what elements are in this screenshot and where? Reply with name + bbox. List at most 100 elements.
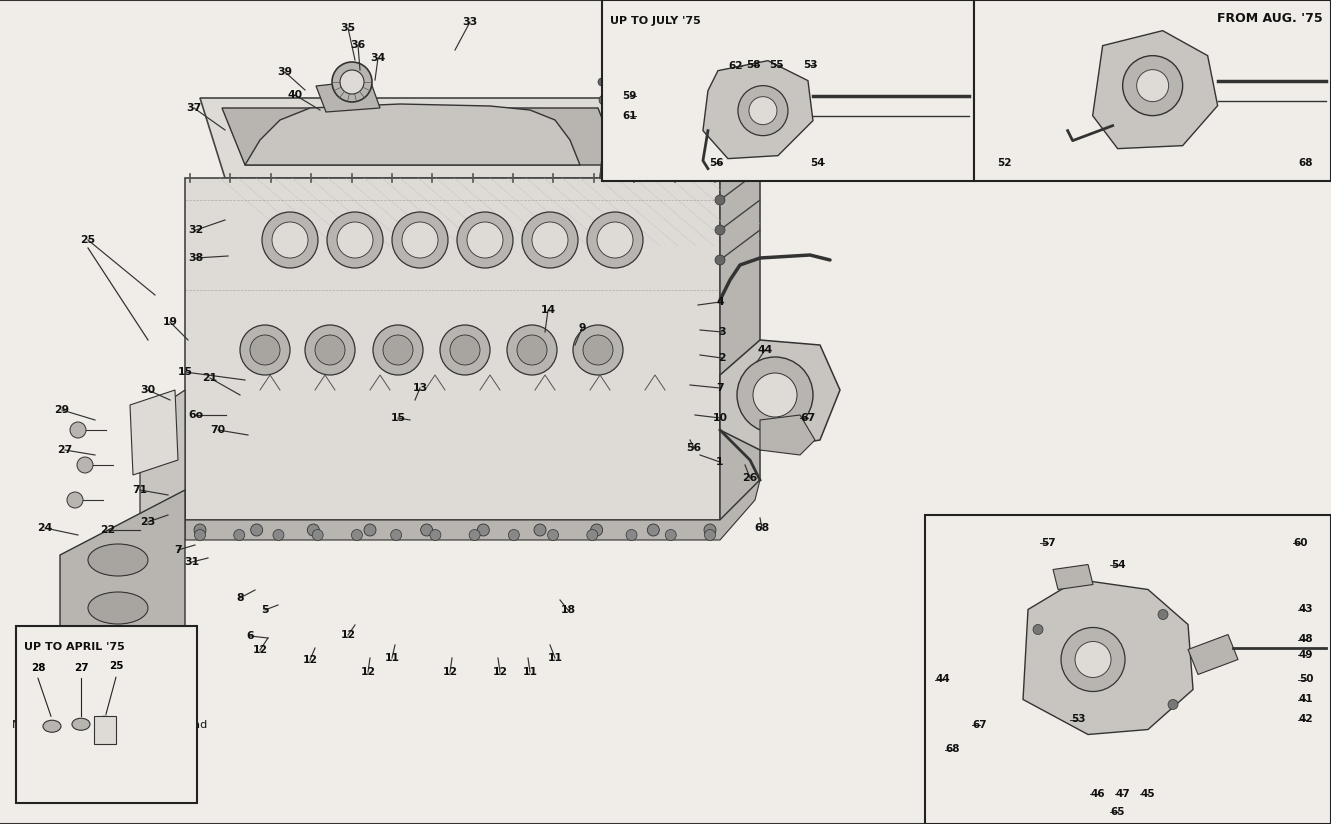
Circle shape [532,222,568,258]
Circle shape [753,373,797,417]
Text: 11: 11 [523,667,538,677]
Text: 30: 30 [141,385,156,395]
Circle shape [393,212,449,268]
Circle shape [273,530,284,541]
Text: 12: 12 [442,667,458,677]
Polygon shape [1024,579,1193,734]
Circle shape [457,212,512,268]
Text: 48: 48 [1299,634,1314,644]
Text: 10: 10 [712,413,728,423]
Circle shape [467,222,503,258]
Circle shape [628,78,636,86]
Ellipse shape [88,544,148,576]
Circle shape [624,95,634,105]
Circle shape [250,524,262,536]
Text: 50: 50 [1299,675,1314,685]
Polygon shape [720,140,760,520]
Text: 36: 36 [350,40,366,50]
Text: 49: 49 [1299,649,1314,659]
Circle shape [67,492,83,508]
Ellipse shape [83,681,148,719]
Text: 58: 58 [745,59,760,70]
Circle shape [363,524,375,536]
Text: 26: 26 [743,473,757,483]
Polygon shape [140,390,185,560]
Text: 7: 7 [716,383,724,393]
Polygon shape [130,390,178,475]
Circle shape [658,78,666,86]
Polygon shape [315,80,379,112]
Circle shape [469,530,480,541]
Circle shape [305,325,355,375]
Circle shape [598,222,634,258]
Ellipse shape [88,592,148,624]
Text: 19: 19 [162,317,177,327]
Circle shape [626,530,638,541]
Text: 67: 67 [973,719,988,729]
Bar [95,716,116,744]
Text: 53: 53 [1070,714,1085,724]
Text: Note: Key No. 1 Assy cylinder head: Note: Key No. 1 Assy cylinder head [12,720,208,730]
Circle shape [1075,642,1111,677]
Text: 57: 57 [1041,538,1055,548]
Circle shape [1169,700,1178,709]
Text: 55: 55 [769,59,783,70]
Text: 41: 41 [1299,695,1314,705]
Circle shape [715,225,725,235]
Text: 35: 35 [341,23,355,33]
Circle shape [351,530,362,541]
Circle shape [1122,56,1183,115]
Circle shape [315,335,345,365]
Circle shape [1061,628,1125,691]
Circle shape [327,212,383,268]
Text: 71: 71 [133,485,148,495]
Circle shape [715,195,725,205]
Polygon shape [51,650,185,750]
Polygon shape [185,178,720,520]
Circle shape [715,255,725,265]
Circle shape [194,524,206,536]
Text: 61: 61 [623,110,636,120]
Text: 24: 24 [37,523,53,533]
Circle shape [339,70,363,94]
Circle shape [373,325,423,375]
Text: 20: 20 [751,147,765,157]
Text: 65: 65 [1111,807,1125,817]
Text: 21: 21 [751,113,765,123]
Circle shape [534,524,546,536]
Text: 27: 27 [73,663,88,673]
Text: 52: 52 [997,158,1012,168]
Text: 7: 7 [174,545,182,555]
Circle shape [441,325,490,375]
Circle shape [666,530,676,541]
Text: 6: 6 [246,631,254,641]
Circle shape [647,524,659,536]
Text: 39: 39 [277,67,293,77]
Text: 25: 25 [80,235,96,245]
Polygon shape [1189,634,1238,675]
Text: 59: 59 [623,91,636,101]
Circle shape [1033,625,1044,634]
Polygon shape [1053,564,1093,589]
Text: 68: 68 [755,523,769,533]
Text: 6o: 6o [189,410,204,420]
Ellipse shape [88,640,148,672]
Circle shape [508,530,519,541]
Text: 34: 34 [370,53,386,63]
Text: UP TO APRIL '75: UP TO APRIL '75 [24,642,125,653]
Circle shape [704,524,716,536]
Circle shape [547,530,559,541]
Circle shape [391,530,402,541]
Circle shape [194,530,205,541]
Text: 42: 42 [1299,714,1314,724]
Text: 38: 38 [189,253,204,263]
Circle shape [383,335,413,365]
Circle shape [1158,610,1169,620]
Text: FROM AUG. '75: FROM AUG. '75 [1218,12,1323,25]
Text: 18: 18 [560,605,575,615]
Polygon shape [760,415,815,455]
Circle shape [516,335,547,365]
Text: 68: 68 [1299,158,1314,168]
Circle shape [574,325,623,375]
Text: includes Key No. 2~17.: includes Key No. 2~17. [12,742,152,752]
